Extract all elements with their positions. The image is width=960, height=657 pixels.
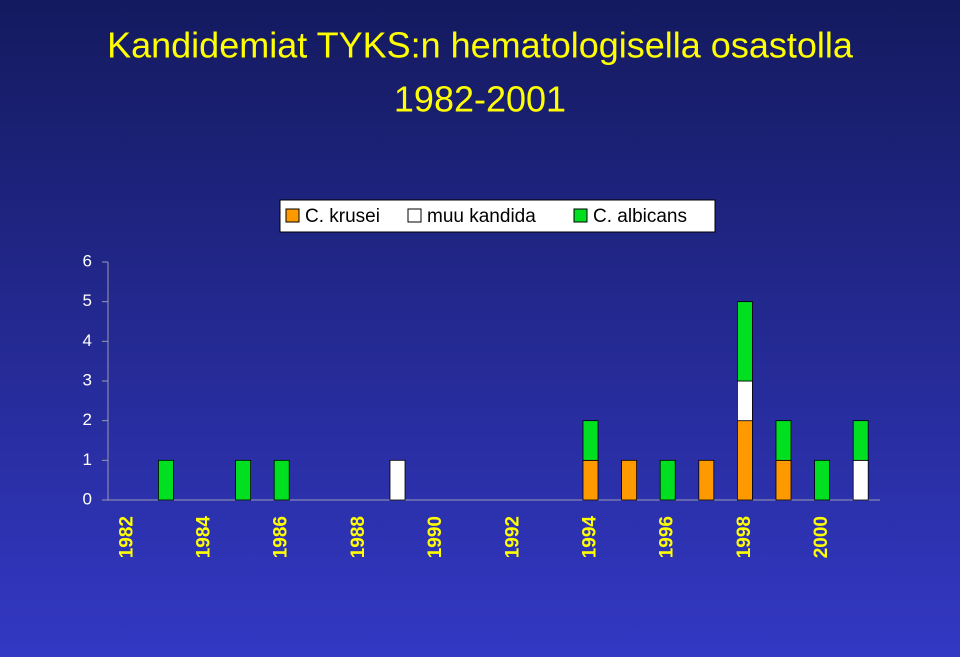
legend-label: C. albicans xyxy=(593,206,687,227)
x-tick-label: 1992 xyxy=(502,516,523,558)
y-tick-label: 1 xyxy=(83,450,92,469)
bar-segment xyxy=(737,301,753,382)
x-tick-label: 1996 xyxy=(657,516,678,558)
x-tick-label: 1998 xyxy=(734,516,755,558)
y-tick-label: 2 xyxy=(83,410,92,429)
bar-segment xyxy=(273,459,290,501)
x-tick-label: 1984 xyxy=(194,516,215,559)
chart-subtitle: 1982-2001 xyxy=(394,79,566,120)
legend-label: muu kandida xyxy=(427,206,536,227)
bar-segment xyxy=(659,459,676,501)
x-tick-label: 1982 xyxy=(116,516,137,558)
bar-segment xyxy=(157,459,174,501)
bar-segment xyxy=(737,420,753,501)
bar-segment xyxy=(775,420,792,461)
y-tick-label: 5 xyxy=(83,291,92,310)
bar-segment xyxy=(775,459,792,501)
y-tick-label: 4 xyxy=(83,331,92,350)
x-tick-label: 1994 xyxy=(580,516,601,559)
bar-segment xyxy=(814,459,830,501)
legend-swatch xyxy=(285,208,300,223)
legend-box xyxy=(279,199,716,233)
y-tick-label: 3 xyxy=(83,370,92,389)
y-tick-label: 0 xyxy=(83,489,92,508)
bar-segment xyxy=(698,459,715,501)
chart-title: Kandidemiat TYKS:n hematologisella osast… xyxy=(107,25,854,66)
legend-swatch xyxy=(407,208,422,223)
bar-segment xyxy=(621,459,637,501)
legend-label: C. krusei xyxy=(305,206,380,227)
x-tick-label: 2000 xyxy=(811,516,832,558)
x-tick-label: 1986 xyxy=(271,516,292,558)
bar-segment xyxy=(737,380,753,422)
legend-swatch xyxy=(573,208,588,223)
bar-segment xyxy=(389,459,406,501)
y-tick-label: 6 xyxy=(83,251,92,270)
legend: C. krusei muu kandida C. albicans xyxy=(285,206,687,227)
bar-segment xyxy=(235,459,252,501)
bar-segment xyxy=(582,420,599,461)
x-tick-label: 1990 xyxy=(425,516,446,558)
bar-segment xyxy=(582,459,599,501)
x-tick-label: 1988 xyxy=(348,516,369,558)
bar-segment xyxy=(852,459,869,501)
bar-segment xyxy=(852,420,869,461)
